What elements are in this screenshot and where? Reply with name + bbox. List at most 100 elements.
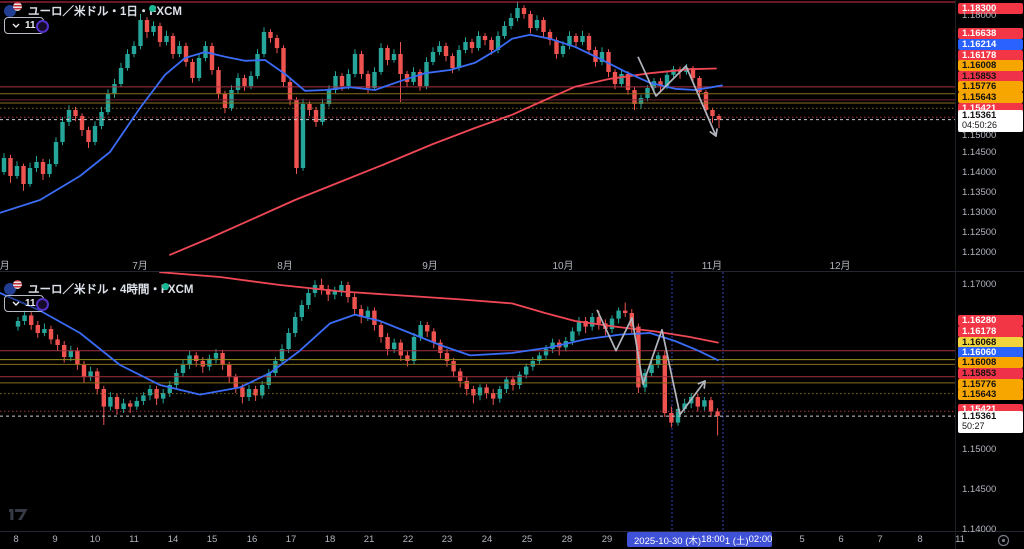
time-axis-label: 17 (285, 534, 297, 545)
price-axis-label: 1.16008 (958, 59, 1023, 71)
chart-panel-4h[interactable] (0, 272, 955, 531)
time-axis-label: 7 (877, 534, 883, 545)
time-axis-label: 6 (838, 534, 844, 545)
indicator-count-4h: 11 (25, 298, 36, 309)
price-axis-label: 1.13500 (962, 186, 997, 198)
price-axis-label: 1.15853 (958, 70, 1023, 82)
price-axis-label: 1.14000 (962, 166, 997, 178)
market-status-dot[interactable] (162, 283, 169, 290)
price-axis-label: 1.16068 (958, 336, 1023, 348)
price-axis-label: 1.12000 (962, 246, 997, 258)
price-axis-label: 1.16178 (958, 325, 1023, 337)
price-axis-label: 1.16214 (958, 38, 1023, 50)
price-axis-label: 1.15643 (958, 388, 1023, 400)
range-start-date: 2025-10-30 (木) (634, 535, 702, 547)
time-axis-label: 28 (561, 534, 573, 545)
time-axis-daily[interactable]: 6月 7月 8月 9月 10月 11月 12月 (0, 255, 955, 272)
symbol-title-daily[interactable]: ユーロ／米ドル・1日・FXCM (28, 6, 182, 18)
price-axis-label: 1.15000 (962, 129, 997, 141)
price-axis-label: 1.14500 (962, 483, 997, 495)
price-axis-label: 1.15000 (962, 443, 997, 455)
price-axis[interactable]: 1.18300 1.18000 1.16638 1.16214 1.16178 1.160… (955, 0, 1024, 549)
last-price-value: 1.15361 (962, 110, 997, 121)
current-price-label: 1.15361 04:50:26 (958, 110, 1023, 132)
time-axis-label: 14 (167, 534, 179, 545)
us-flag-icon (13, 2, 22, 11)
price-axis-label: 1.12500 (962, 226, 997, 238)
range-end-date: 1 (土) (724, 535, 749, 547)
us-flag-icon (13, 280, 22, 289)
eur-usd-flags-icon (4, 280, 26, 295)
price-axis-label: 1.16178 (958, 49, 1023, 61)
time-axis-label: 9月 (422, 261, 438, 272)
last-price-value: 1.15361 (962, 411, 997, 422)
loading-ring-icon (36, 298, 49, 311)
price-axis-label: 1.14500 (962, 146, 997, 158)
target-circle-icon[interactable] (997, 534, 1010, 547)
time-axis-label: 10 (89, 534, 101, 545)
price-level-lines[interactable] (0, 1, 955, 121)
time-axis-label: 22 (402, 534, 414, 545)
chevron-down-icon (12, 23, 20, 28)
indicator-count-daily: 11 (25, 20, 36, 31)
chevron-down-icon (12, 301, 20, 306)
time-axis-label: 21 (363, 534, 375, 545)
chart-panel-daily[interactable] (0, 0, 955, 271)
candles-series (1, 2, 722, 191)
MA-red-line[interactable] (159, 272, 719, 344)
time-axis-label: 11月 (701, 261, 723, 272)
time-axis-label: 8 (13, 534, 19, 545)
time-axis-4h[interactable]: 8 9 10 11 14 15 16 17 18 21 22 23 24 25 28 29 5 6 7 8 11 2025… (0, 532, 965, 549)
date-range-label[interactable]: 2025-10-30 (木) 18:00 1 (土) 02:00 (627, 532, 772, 547)
time-axis-label: 9 (52, 534, 58, 545)
price-axis-label: 1.15776 (958, 80, 1023, 92)
time-axis-label: 10月 (552, 261, 574, 272)
time-axis-separator (0, 531, 1024, 532)
bar-countdown: 50:27 (962, 420, 985, 431)
price-axis-label: 1.15421 (958, 102, 1023, 114)
price-axis-label: 1.16280 (958, 314, 1023, 326)
time-axis-label: 23 (441, 534, 453, 545)
price-axis-label: 1.13000 (962, 206, 997, 218)
time-axis-label: 18 (324, 534, 336, 545)
candles-series (15, 278, 720, 436)
price-axis-label: 1.15853 (958, 367, 1023, 379)
panel-separator[interactable] (0, 271, 1024, 272)
current-price-label: 1.15361 50:27 (958, 411, 1023, 433)
price-axis-label: 1.18000 (962, 9, 997, 21)
time-axis-label: 8月 (277, 261, 293, 272)
price-level-lines[interactable] (0, 350, 955, 417)
MA-blue-line[interactable] (0, 292, 719, 396)
time-axis-label: 7月 (132, 261, 148, 272)
range-end-time: 02:00 (748, 534, 773, 545)
zigzag-drawing[interactable] (637, 56, 718, 137)
date-range-vlines[interactable] (671, 272, 724, 531)
time-axis-label: 11 (129, 534, 139, 545)
time-axis-label: 24 (481, 534, 493, 545)
price-axis-label: 1.15643 (958, 91, 1023, 103)
eur-usd-flags-icon (4, 2, 26, 17)
time-axis-label: 5 (799, 534, 805, 545)
loading-ring-icon (36, 20, 49, 33)
zigzag-drawing[interactable] (596, 309, 706, 416)
MA-red-line[interactable] (169, 67, 717, 256)
bar-countdown: 04:50:26 (962, 119, 998, 130)
time-axis-label: 6月 (0, 261, 10, 272)
range-start-time: 18:00 (701, 534, 725, 545)
price-axis-label: 1.14000 (962, 523, 997, 535)
MA-blue-line[interactable] (0, 33, 723, 214)
time-axis-label: 16 (246, 534, 258, 545)
price-axis-label: 1.16008 (958, 356, 1023, 368)
time-axis-label: 29 (601, 534, 613, 545)
time-axis-label: 12月 (829, 261, 851, 272)
time-axis-label: 11 (955, 534, 965, 545)
price-axis-label: 1.15421 (958, 403, 1023, 415)
time-axis-label: 8 (917, 534, 923, 545)
price-axis-label: 1.18300 (958, 2, 1023, 14)
price-axis-label: 1.16638 (958, 27, 1023, 39)
market-status-dot[interactable] (149, 5, 156, 12)
symbol-title-4h[interactable]: ユーロ／米ドル・4時間・FXCM (28, 284, 194, 296)
time-axis-label: 15 (206, 534, 218, 545)
tradingview-logo[interactable] (8, 506, 30, 522)
